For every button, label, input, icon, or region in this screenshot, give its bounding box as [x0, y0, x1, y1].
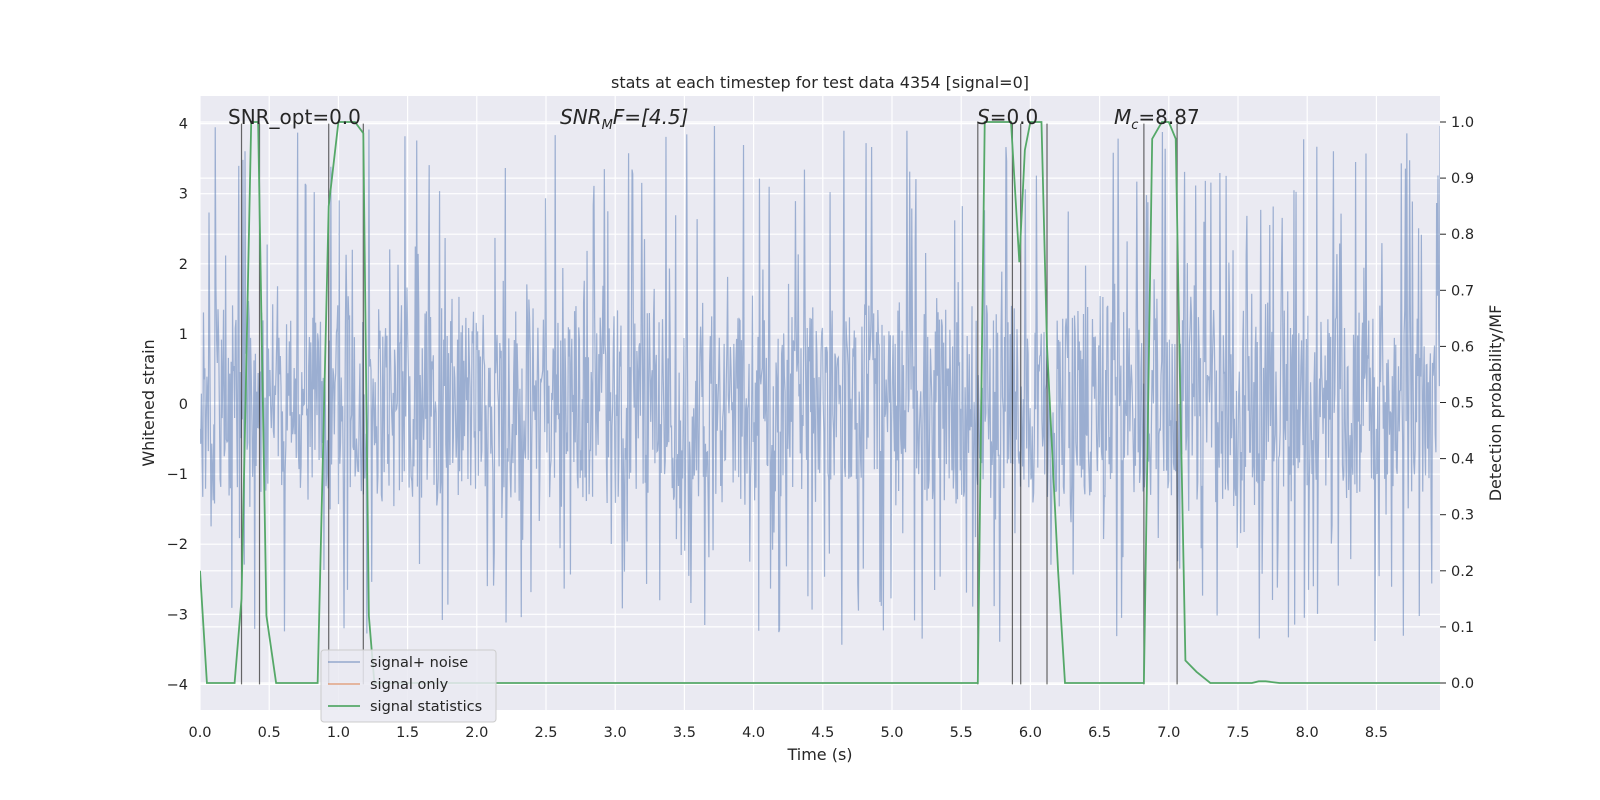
y2-tick-label: 0.5: [1451, 396, 1474, 412]
legend-box: [320, 649, 497, 723]
y2-tick-label: 0.0: [1451, 676, 1474, 692]
legend-label-signal-statistics: signal statistics: [370, 699, 482, 715]
x-tick-label: 1.5: [396, 725, 419, 741]
x-tick-label: 1.0: [327, 725, 350, 741]
vertical-markers: [240, 123, 1178, 685]
x-tick-label: 7.0: [1157, 725, 1180, 741]
chart-title: stats at each timestep for test data 435…: [611, 73, 1029, 92]
annotation-snr-mf: SNRMF=[4.5]: [560, 105, 688, 133]
y-tick-label: −1: [167, 467, 188, 483]
x-tick-label: 5.5: [950, 725, 973, 741]
x-tick-label: 2.0: [465, 725, 488, 741]
y2-tick-label: 0.2: [1451, 564, 1474, 580]
annotation-mc: Mc=8.87: [1114, 105, 1200, 133]
x-tick-label: 5.0: [880, 725, 903, 741]
x-tick-label: 4.0: [742, 725, 765, 741]
y2-axis-label: Detection probability/MF: [1486, 305, 1505, 502]
signal-statistics-series: [200, 121, 1440, 684]
annotation-s-value: S=0.0: [977, 105, 1038, 129]
y-tick-label: 3: [179, 187, 188, 203]
x-tick-label: 6.0: [1019, 725, 1042, 741]
x-tick-label: 8.5: [1365, 725, 1388, 741]
x-axis-ticks: 0.0 0.5 1.0 1.5 2.0 2.5 3.0 3.5 4.0 4.5 5.0 5.5 6.0 6…: [188, 725, 1387, 741]
x-tick-label: 3.5: [673, 725, 696, 741]
y-tick-label: −3: [167, 607, 188, 623]
y-axis-label: Whitened strain: [139, 339, 158, 466]
y2-tick-label: 0.1: [1451, 620, 1474, 636]
x-tick-label: 6.5: [1088, 725, 1111, 741]
signal-noise-series: [200, 125, 1440, 645]
y2-tick-label: 0.7: [1451, 283, 1474, 299]
y-tick-label: 4: [179, 117, 188, 133]
y-tick-label: −2: [167, 537, 188, 553]
signal-statistics-line: [200, 121, 1440, 684]
y-axis-ticks: 4 3 2 1 0 −1 −2 −3 −4: [167, 117, 188, 694]
x-axis-label: Time (s): [786, 745, 852, 764]
x-tick-label: 0.0: [188, 725, 211, 741]
y2-tick-label: 0.9: [1451, 171, 1474, 187]
y-tick-label: 2: [179, 257, 188, 273]
y2-axis-ticks: 1.0 0.9 0.8 0.7 0.6 0.5 0.4 0.3 0.2 0.1 0.0: [1440, 115, 1474, 692]
y-tick-label: −4: [167, 677, 188, 693]
y-tick-label: 0: [179, 397, 188, 413]
y2-tick-label: 1.0: [1451, 115, 1474, 131]
y2-tick-label: 0.6: [1451, 339, 1474, 355]
x-tick-label: 3.0: [604, 725, 627, 741]
y2-tick-label: 0.8: [1451, 227, 1474, 243]
legend: signal+ noise signal only signal statist…: [320, 649, 497, 723]
y2-tick-label: 0.3: [1451, 508, 1474, 524]
y2-tick-label: 0.4: [1451, 452, 1474, 468]
legend-label-signal-only: signal only: [370, 677, 449, 693]
annotation-snr-opt: SNR_opt=0.0: [228, 105, 361, 129]
signal-noise-line: [200, 125, 1440, 645]
x-tick-label: 8.0: [1296, 725, 1319, 741]
x-tick-label: 7.5: [1226, 725, 1249, 741]
legend-label-signal-noise: signal+ noise: [370, 655, 468, 671]
x-tick-label: 4.5: [811, 725, 834, 741]
x-tick-label: 0.5: [258, 725, 281, 741]
y-tick-label: 1: [179, 327, 188, 343]
x-tick-label: 2.5: [534, 725, 557, 741]
